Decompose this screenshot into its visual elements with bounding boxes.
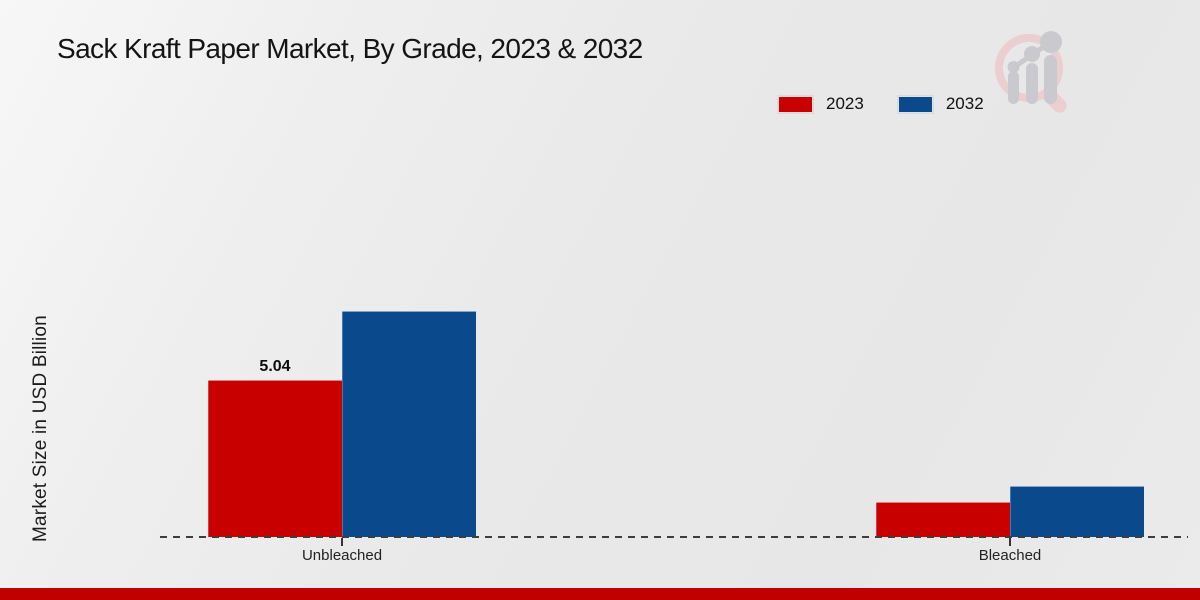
bar-2032-unbleached — [342, 311, 476, 537]
legend-swatch-2023 — [778, 95, 813, 113]
bar-2032-bleached — [1010, 486, 1144, 537]
footer-stripe — [0, 588, 1200, 600]
x-axis-tick-unbleached — [341, 538, 343, 546]
x-axis-tick-bleached — [1009, 538, 1011, 546]
legend-label-2023: 2023 — [826, 94, 864, 113]
x-axis-baseline — [160, 536, 1188, 538]
legend-swatch-2032 — [897, 95, 933, 113]
chart-title: Sack Kraft Paper Market, By Grade, 2023 … — [57, 33, 643, 64]
legend-item-2032: 2032 — [897, 94, 984, 114]
legend: 2023 2032 — [778, 94, 984, 114]
magnifier-bar-chart-logo-icon — [995, 31, 1067, 113]
bar-2023-unbleached — [208, 380, 342, 537]
bar-2023-bleached — [876, 502, 1010, 537]
x-axis-label-unbleached: Unbleached — [301, 547, 383, 564]
legend-label-2032: 2032 — [945, 94, 984, 113]
x-axis-label-bleached: Bleached — [978, 547, 1042, 564]
bar-value-label-2023-unbleached: 5.04 — [259, 358, 291, 375]
legend-item-2023: 2023 — [778, 94, 864, 114]
